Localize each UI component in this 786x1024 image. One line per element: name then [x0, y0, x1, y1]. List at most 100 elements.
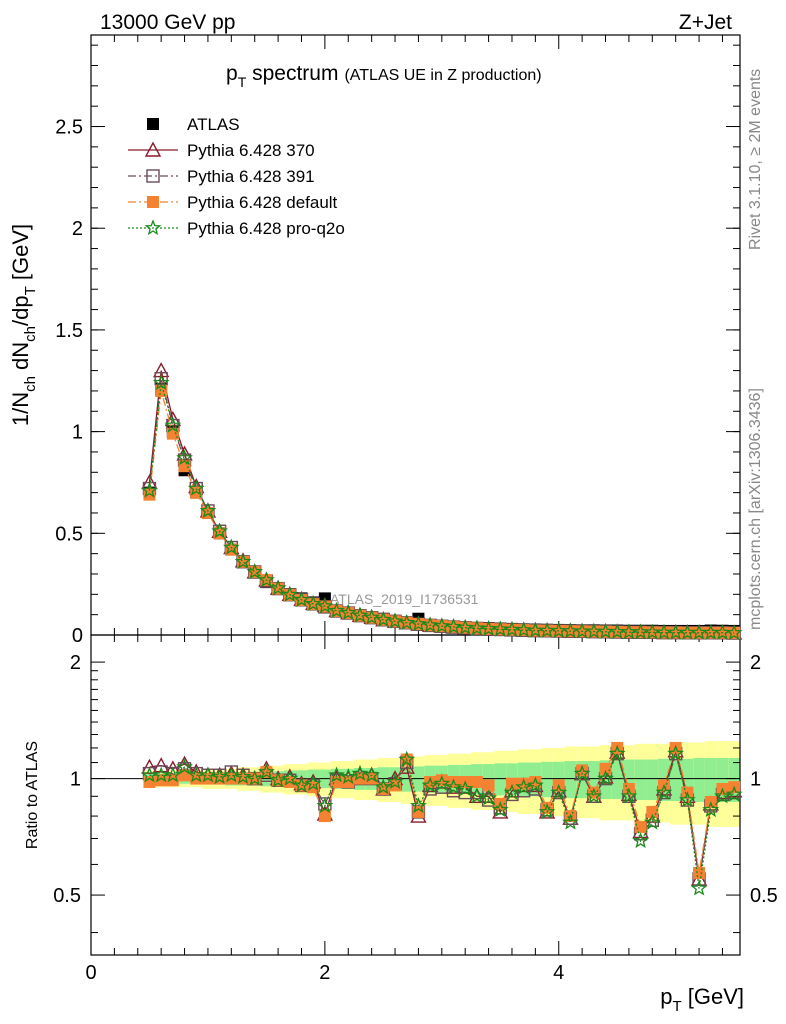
point-pythia-6-428-pro-q2o: [246, 769, 264, 786]
point-pythia-6-428-pro-q2o: [421, 616, 439, 633]
point-pythia-6-428-pro-q2o: [702, 801, 720, 818]
ratio-series: [141, 741, 743, 896]
point-pythia-6-428-pro-q2o: [211, 768, 229, 785]
point-pythia-6-428-pro-q2o: [667, 744, 684, 761]
point-pythia-6-428-pro-q2o: [328, 601, 345, 618]
point-pythia-6-428-pro-q2o: [725, 624, 743, 641]
point-pythia-6-428-pro-q2o: [503, 783, 521, 800]
point-pythia-6-428-pro-q2o: [351, 606, 369, 623]
point-pythia-6-428-pro-q2o: [234, 768, 252, 785]
point-pythia-6-428-pro-q2o: [410, 797, 427, 814]
point-pythia-6-428-pro-q2o: [363, 766, 380, 783]
point-pythia-6-428-391: [154, 372, 168, 386]
ratio-y-tick-label: 2: [70, 652, 81, 674]
point-pythia-6-428-default: [201, 506, 214, 519]
point-pythia-6-428-370: [468, 787, 486, 803]
inner-band: [634, 759, 647, 801]
y-tick-label: 2: [72, 218, 83, 240]
point-pythia-6-428-pro-q2o: [339, 768, 357, 785]
point-pythia-6-428-pro-q2o: [632, 832, 649, 849]
point-pythia-6-428-default: [424, 775, 437, 788]
point-pythia-6-428-pro-q2o: [211, 522, 228, 539]
point-pythia-6-428-pro-q2o: [433, 617, 451, 634]
point-pythia-6-428-pro-q2o: [328, 766, 345, 783]
point-pythia-6-428-pro-q2o: [351, 764, 369, 781]
point-pythia-6-428-pro-q2o: [480, 789, 497, 806]
x-axis-title: pT [GeV]: [660, 984, 744, 1015]
ratio-y-tick-label-right: 2: [750, 652, 761, 674]
point-pythia-6-428-pro-q2o: [152, 373, 170, 390]
point-pythia-6-428-pro-q2o: [164, 766, 182, 783]
point-pythia-6-428-pro-q2o: [679, 791, 696, 808]
legend-label: ATLAS: [187, 115, 240, 134]
point-pythia-6-428-default: [599, 762, 612, 775]
inner-band: [623, 759, 635, 801]
point-pythia-6-428-pro-q2o: [339, 603, 357, 620]
analysis-watermark: ATLAS_2019_I1736531: [330, 591, 479, 607]
inner-band: [541, 761, 553, 798]
point-pythia-6-428-pro-q2o: [386, 773, 404, 790]
point-pythia-6-428-pro-q2o: [234, 552, 252, 569]
y-tick-label: 1: [72, 422, 83, 444]
point-pythia-6-428-pro-q2o: [187, 479, 205, 496]
legend-marker: [147, 196, 159, 208]
main-series: [141, 362, 743, 641]
inner-band: [681, 758, 694, 802]
point-pythia-6-428-pro-q2o: [281, 585, 299, 602]
point-pythia-6-428-pro-q2o: [468, 787, 486, 804]
point-pythia-6-428-default: [646, 805, 659, 818]
point-pythia-6-428-pro-q2o: [445, 618, 462, 634]
point-pythia-6-428-pro-q2o: [375, 610, 392, 627]
inner-band: [494, 763, 507, 796]
point-pythia-6-428-pro-q2o: [573, 764, 591, 781]
point-pythia-6-428-pro-q2o: [585, 787, 603, 804]
rivet-label: Rivet 3.1.10, ≥ 2M events: [747, 69, 764, 250]
point-pythia-6-428-pro-q2o: [643, 813, 661, 830]
point-pythia-6-428-default: [529, 775, 542, 788]
point-pythia-6-428-default: [318, 810, 331, 823]
plot-title: pT spectrum (ATLAS UE in Z production): [226, 62, 542, 90]
point-pythia-6-428-pro-q2o: [725, 785, 743, 802]
point-pythia-6-428-pro-q2o: [223, 538, 240, 555]
point-pythia-6-428-pro-q2o: [164, 416, 182, 433]
point-pythia-6-428-pro-q2o: [538, 803, 556, 820]
legend: ATLAS Pythia 6.428 370 Pythia 6.428 391 Pyt…: [128, 115, 345, 238]
point-pythia-6-428-pro-q2o: [257, 763, 275, 780]
point-pythia-6-428-pro-q2o: [304, 774, 322, 791]
legend-label: Pythia 6.428 pro-q2o: [187, 219, 345, 238]
legend-marker: [146, 169, 160, 183]
point-pythia-6-428-pro-q2o: [316, 797, 334, 814]
point-pythia-6-428-pro-q2o: [316, 597, 334, 614]
process-label: Z+Jet: [679, 11, 732, 34]
point-pythia-6-428-pro-q2o: [374, 778, 392, 795]
point-pythia-6-428-pro-q2o: [281, 769, 299, 786]
inner-band: [482, 764, 495, 795]
point-pythia-6-428-pro-q2o: [597, 769, 614, 786]
ratio-y-tick-label-right: 1: [750, 769, 761, 791]
energy-label: 13000 GeV pp: [100, 11, 235, 34]
ratio-y-tick-label: 1: [70, 769, 81, 791]
ratio-y-tick-label-right: 0.5: [750, 885, 778, 907]
inner-band: [587, 761, 600, 799]
point-pythia-6-428-pro-q2o: [690, 879, 708, 896]
point-pythia-6-428-pro-q2o: [363, 608, 381, 625]
point-pythia-6-428-default: [576, 764, 589, 777]
inner-band: [669, 758, 682, 802]
inner-band: [646, 759, 659, 801]
point-pythia-6-428-pro-q2o: [550, 783, 568, 800]
legend-marker: [147, 118, 159, 130]
point-pythia-6-428-pro-q2o: [269, 771, 287, 788]
point-pythia-6-428-pro-q2o: [620, 787, 638, 804]
legend-marker: [144, 141, 162, 157]
legend-label: Pythia 6.428 391: [187, 167, 315, 186]
point-pythia-6-428-pro-q2o: [293, 776, 310, 793]
x-tick-label: 4: [553, 962, 564, 984]
point-pythia-6-428-pro-q2o: [304, 595, 322, 611]
point-pythia-6-428-pro-q2o: [491, 801, 509, 818]
point-pythia-6-428-pro-q2o: [468, 619, 486, 636]
point-pythia-6-428-pro-q2o: [655, 783, 673, 800]
point-pythia-6-428-pro-q2o: [527, 776, 544, 793]
inner-band: [716, 758, 729, 802]
point-pythia-6-428-pro-q2o: [608, 744, 626, 761]
